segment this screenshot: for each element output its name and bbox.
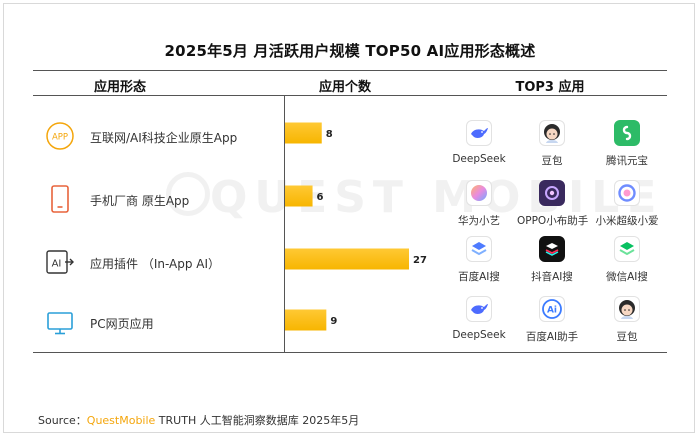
- baidu-ai-assistant-icon: Ai: [539, 296, 565, 322]
- app-name: DeepSeek: [452, 329, 506, 341]
- app-name: 小米超级小爱: [595, 215, 659, 227]
- bar-3: [285, 309, 327, 331]
- svg-text:AI: AI: [52, 259, 62, 270]
- xiaoyi-orb-icon: [466, 180, 492, 206]
- bar-chart: 8 6 27 9: [285, 122, 427, 331]
- app-name: 豆包: [616, 331, 638, 343]
- source-prefix: Source：: [38, 414, 87, 427]
- svg-text:Ai: Ai: [547, 306, 557, 316]
- chart-frame: [3, 3, 695, 433]
- monitor-icon: [47, 312, 73, 335]
- app-doubao-1[interactable]: 豆包: [517, 120, 587, 168]
- app-xiaoai[interactable]: 小米超级小爱: [592, 180, 662, 228]
- header-top-rule: [33, 70, 667, 71]
- app-name: 抖音AI搜: [531, 271, 573, 283]
- row-label-phone-maker: 手机厂商 原生App: [90, 194, 190, 208]
- row-label-native-app: 互联网/AI科技企业原生App: [90, 131, 238, 145]
- ai-plugin-icon: AI: [46, 250, 74, 274]
- deepseek-whale-icon: [466, 120, 492, 146]
- douyin-ai-search-icon: [539, 236, 565, 262]
- source-note: Source：QuestMobile TRUTH 人工智能洞察数据库 2025年…: [38, 412, 359, 428]
- doubao-avatar-icon: [614, 296, 640, 322]
- app-yuanbao[interactable]: 腾讯元宝: [592, 120, 662, 168]
- app-badge-icon: APP: [46, 122, 74, 150]
- app-baidu-ai-assistant[interactable]: Ai 百度AI助手: [517, 296, 587, 344]
- row-label-plugin: 应用插件 （In-App AI）: [90, 257, 221, 271]
- app-name: OPPO小布助手: [517, 215, 589, 227]
- app-wechat-ai-search[interactable]: 微信AI搜: [592, 236, 662, 284]
- phone-icon: [51, 185, 69, 213]
- app-xiaobu[interactable]: OPPO小布助手: [517, 180, 589, 228]
- app-name: 腾讯元宝: [606, 155, 648, 167]
- xiaobu-icon: [539, 180, 565, 206]
- bar-value-label-1: 6: [317, 192, 324, 203]
- app-name: DeepSeek: [452, 153, 506, 165]
- bar-0: [285, 122, 322, 144]
- source-rest: TRUTH 人工智能洞察数据库 2025年5月: [155, 414, 360, 427]
- row-label-pc-web: PC网页应用: [90, 317, 154, 331]
- source-brand: QuestMobile: [86, 414, 156, 427]
- app-name: 百度AI助手: [525, 331, 579, 343]
- app-baidu-ai-search[interactable]: 百度AI搜: [444, 236, 514, 284]
- bar-axis: [284, 96, 285, 352]
- bar-value-label-0: 8: [326, 129, 333, 140]
- app-doubao-2[interactable]: 豆包: [592, 296, 662, 344]
- bar-value-label-3: 9: [330, 316, 337, 327]
- app-name: 微信AI搜: [606, 271, 648, 283]
- header-form: 应用形态: [93, 80, 146, 95]
- app-xiaoyi[interactable]: 华为小艺: [444, 180, 514, 228]
- bar-1: [285, 185, 313, 207]
- app-deepseek-2[interactable]: DeepSeek: [444, 296, 514, 341]
- yuanbao-icon: [614, 120, 640, 146]
- app-name: 华为小艺: [458, 215, 500, 227]
- doubao-avatar-icon: [539, 120, 565, 146]
- baidu-ai-search-icon: [466, 236, 492, 262]
- app-name: 豆包: [541, 155, 563, 167]
- app-deepseek-1[interactable]: DeepSeek: [444, 120, 514, 165]
- wechat-ai-search-icon: [614, 236, 640, 262]
- header-top3: TOP3 应用: [515, 80, 585, 95]
- bar-value-label-2: 27: [413, 255, 427, 266]
- app-name: 百度AI搜: [458, 271, 500, 283]
- app-douyin-ai-search[interactable]: 抖音AI搜: [517, 236, 587, 284]
- table-bottom-rule: [33, 352, 667, 353]
- svg-text:APP: APP: [52, 133, 68, 143]
- bar-2: [285, 248, 409, 270]
- deepseek-whale-icon: [466, 296, 492, 322]
- watermark-logo: [166, 172, 210, 216]
- header-bottom-rule: [33, 95, 667, 96]
- header-count: 应用个数: [318, 80, 371, 95]
- chart-title: 2025年5月 月活跃用户规模 TOP50 AI应用形态概述: [164, 42, 536, 60]
- xiaoai-icon: [614, 180, 640, 206]
